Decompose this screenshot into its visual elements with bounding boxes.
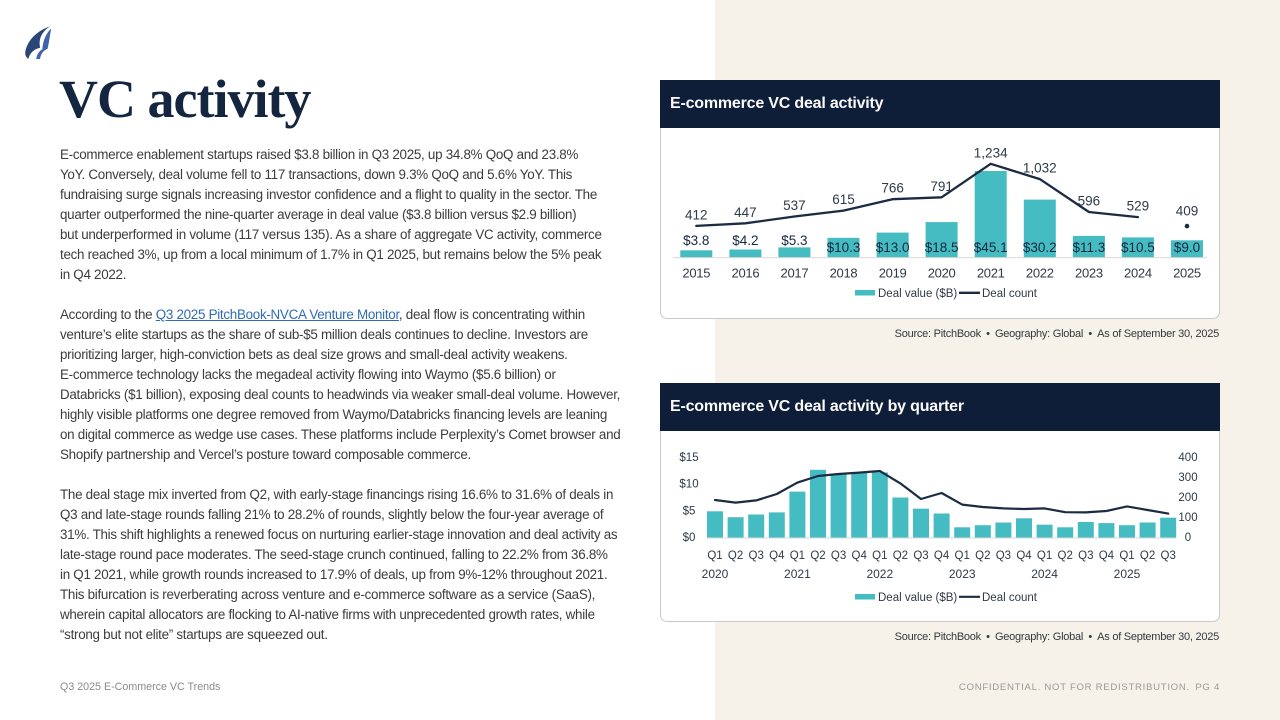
svg-text:2019: 2019 — [879, 266, 907, 281]
svg-text:$10.5: $10.5 — [1121, 240, 1155, 255]
svg-text:Q2: Q2 — [728, 550, 743, 562]
svg-text:Q4: Q4 — [1099, 550, 1115, 562]
svg-text:1,032: 1,032 — [1023, 161, 1057, 176]
svg-text:Deal count: Deal count — [982, 288, 1038, 300]
svg-text:$10.3: $10.3 — [827, 240, 861, 255]
svg-text:Q4: Q4 — [1016, 550, 1032, 562]
svg-text:Q2: Q2 — [893, 550, 908, 562]
svg-text:Q3: Q3 — [913, 550, 928, 562]
svg-text:2020: 2020 — [702, 567, 729, 581]
svg-text:615: 615 — [832, 192, 855, 207]
svg-text:Q1: Q1 — [707, 550, 722, 562]
svg-text:Q4: Q4 — [934, 550, 950, 562]
svg-text:2023: 2023 — [949, 567, 976, 581]
svg-text:$0: $0 — [683, 532, 696, 544]
svg-text:0: 0 — [1185, 532, 1191, 544]
svg-text:2015: 2015 — [682, 266, 710, 281]
svg-text:791: 791 — [930, 179, 953, 194]
svg-text:300: 300 — [1178, 472, 1197, 484]
svg-text:$11.3: $11.3 — [1073, 240, 1106, 255]
svg-text:Q3: Q3 — [1078, 550, 1093, 562]
svg-text:1,234: 1,234 — [974, 145, 1008, 160]
svg-text:2022: 2022 — [866, 567, 893, 581]
svg-text:$15: $15 — [679, 452, 698, 464]
svg-text:596: 596 — [1078, 194, 1101, 209]
svg-text:Q1: Q1 — [1037, 550, 1052, 562]
svg-text:2018: 2018 — [830, 266, 858, 281]
svg-text:2016: 2016 — [732, 266, 760, 281]
svg-text:100: 100 — [1178, 512, 1197, 524]
svg-text:2023: 2023 — [1075, 266, 1103, 281]
svg-text:2021: 2021 — [977, 266, 1005, 281]
svg-text:$13.0: $13.0 — [876, 240, 910, 255]
svg-text:Q4: Q4 — [852, 550, 868, 562]
svg-text:$18.5: $18.5 — [925, 240, 959, 255]
svg-text:Q2: Q2 — [810, 550, 825, 562]
svg-text:2025: 2025 — [1173, 266, 1201, 281]
svg-text:Q1: Q1 — [955, 550, 970, 562]
svg-text:412: 412 — [685, 207, 708, 222]
svg-text:Q4: Q4 — [769, 550, 785, 562]
svg-text:$4.2: $4.2 — [732, 233, 758, 248]
svg-text:Q2: Q2 — [1140, 550, 1155, 562]
svg-text:766: 766 — [881, 181, 904, 196]
svg-text:Q1: Q1 — [1119, 550, 1134, 562]
svg-text:2021: 2021 — [784, 567, 811, 581]
svg-text:$45.1: $45.1 — [974, 240, 1008, 255]
svg-text:2020: 2020 — [928, 266, 956, 281]
svg-text:Q1: Q1 — [872, 550, 887, 562]
svg-text:Q3: Q3 — [996, 550, 1011, 562]
svg-text:2024: 2024 — [1124, 266, 1152, 281]
svg-text:Q2: Q2 — [975, 550, 990, 562]
svg-text:2025: 2025 — [1114, 567, 1141, 581]
svg-text:$10: $10 — [679, 479, 698, 491]
svg-text:409: 409 — [1176, 204, 1199, 219]
svg-text:2022: 2022 — [1026, 266, 1054, 281]
svg-text:$3.8: $3.8 — [683, 233, 709, 248]
svg-text:Q3: Q3 — [749, 550, 764, 562]
svg-text:Deal value ($B): Deal value ($B) — [878, 288, 957, 300]
svg-text:2017: 2017 — [781, 266, 809, 281]
svg-text:$30.2: $30.2 — [1023, 240, 1057, 255]
svg-text:Deal count: Deal count — [982, 592, 1038, 604]
svg-text:Q3: Q3 — [831, 550, 846, 562]
svg-text:529: 529 — [1127, 199, 1150, 214]
svg-text:2024: 2024 — [1031, 567, 1058, 581]
svg-text:Q2: Q2 — [1058, 550, 1073, 562]
svg-text:$5.3: $5.3 — [781, 233, 807, 248]
svg-text:200: 200 — [1178, 492, 1197, 504]
svg-text:$5: $5 — [683, 505, 696, 517]
svg-text:Q1: Q1 — [790, 550, 805, 562]
svg-text:Deal value ($B): Deal value ($B) — [878, 592, 957, 604]
svg-text:537: 537 — [783, 198, 806, 213]
svg-text:447: 447 — [734, 205, 757, 220]
svg-text:400: 400 — [1178, 452, 1197, 464]
svg-text:$9.0: $9.0 — [1174, 240, 1200, 255]
svg-text:Q3: Q3 — [1161, 550, 1176, 562]
